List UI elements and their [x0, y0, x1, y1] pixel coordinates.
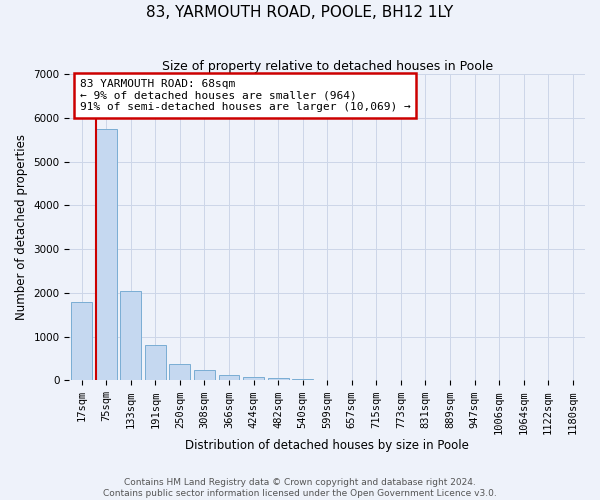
Bar	[169, 364, 190, 380]
Bar	[292, 379, 313, 380]
Text: Contains HM Land Registry data © Crown copyright and database right 2024.
Contai: Contains HM Land Registry data © Crown c…	[103, 478, 497, 498]
Bar	[121, 291, 141, 380]
Bar	[243, 377, 264, 380]
Bar	[194, 370, 215, 380]
Y-axis label: Number of detached properties: Number of detached properties	[15, 134, 28, 320]
Bar	[145, 344, 166, 380]
Text: 83 YARMOUTH ROAD: 68sqm
← 9% of detached houses are smaller (964)
91% of semi-de: 83 YARMOUTH ROAD: 68sqm ← 9% of detached…	[80, 79, 410, 112]
Bar	[268, 378, 289, 380]
Title: Size of property relative to detached houses in Poole: Size of property relative to detached ho…	[161, 60, 493, 73]
Bar	[96, 129, 116, 380]
Text: 83, YARMOUTH ROAD, POOLE, BH12 1LY: 83, YARMOUTH ROAD, POOLE, BH12 1LY	[146, 5, 454, 20]
Bar	[218, 375, 239, 380]
Bar	[71, 302, 92, 380]
X-axis label: Distribution of detached houses by size in Poole: Distribution of detached houses by size …	[185, 440, 469, 452]
